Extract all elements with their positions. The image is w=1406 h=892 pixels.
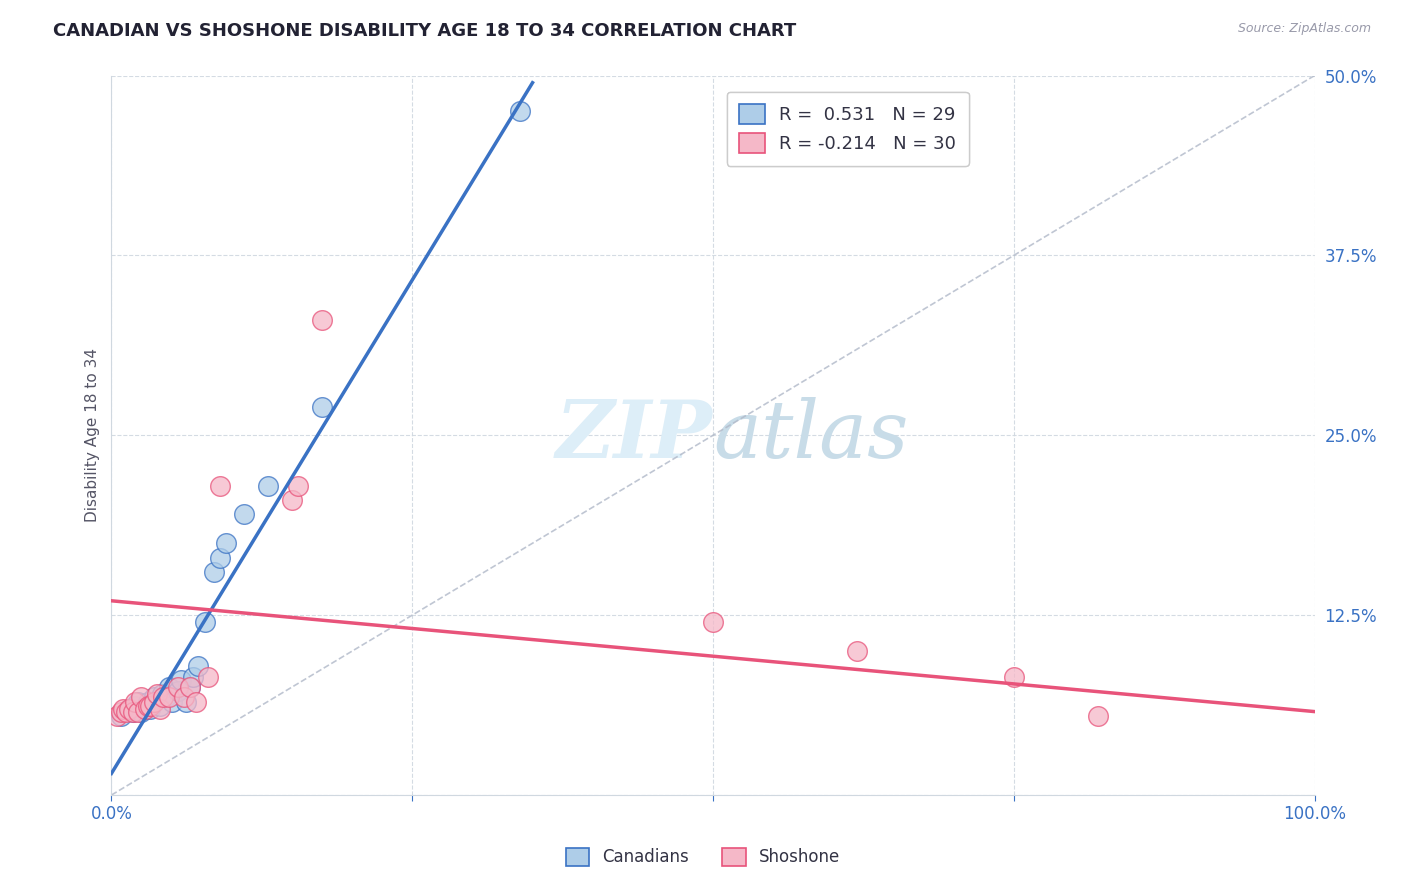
Point — [124, 698, 146, 713]
Point — [131, 705, 153, 719]
Point — [181, 670, 204, 684]
Point — [157, 680, 180, 694]
Point — [139, 698, 162, 713]
Point — [146, 687, 169, 701]
Point — [150, 687, 173, 701]
Point — [174, 694, 197, 708]
Point — [509, 104, 531, 119]
Point — [256, 478, 278, 492]
Point — [215, 536, 238, 550]
Point — [118, 702, 141, 716]
Point — [118, 702, 141, 716]
Point — [208, 550, 231, 565]
Point — [148, 702, 170, 716]
Point — [112, 702, 135, 716]
Legend: R =  0.531   N = 29, R = -0.214   N = 30: R = 0.531 N = 29, R = -0.214 N = 30 — [727, 92, 969, 166]
Point — [311, 313, 333, 327]
Point — [110, 709, 132, 723]
Point — [136, 694, 159, 708]
Point — [136, 698, 159, 713]
Point — [166, 680, 188, 694]
Point — [127, 705, 149, 719]
Point — [124, 694, 146, 708]
Point — [208, 478, 231, 492]
Point — [110, 705, 132, 719]
Point — [173, 690, 195, 705]
Legend: Canadians, Shoshone: Canadians, Shoshone — [557, 839, 849, 875]
Point — [846, 644, 869, 658]
Point — [155, 690, 177, 705]
Point — [232, 508, 254, 522]
Point — [1087, 709, 1109, 723]
Point — [287, 478, 309, 492]
Point — [131, 690, 153, 705]
Point — [702, 615, 724, 630]
Point — [179, 680, 201, 694]
Point — [134, 702, 156, 716]
Text: atlas: atlas — [713, 397, 908, 474]
Point — [142, 690, 165, 705]
Point — [152, 690, 174, 705]
Text: CANADIAN VS SHOSHONE DISABILITY AGE 18 TO 34 CORRELATION CHART: CANADIAN VS SHOSHONE DISABILITY AGE 18 T… — [53, 22, 797, 40]
Text: ZIP: ZIP — [557, 397, 713, 474]
Point — [170, 673, 193, 687]
Point — [122, 705, 145, 719]
Y-axis label: Disability Age 18 to 34: Disability Age 18 to 34 — [86, 348, 100, 523]
Point — [179, 680, 201, 694]
Point — [157, 690, 180, 705]
Point — [160, 694, 183, 708]
Point — [166, 684, 188, 698]
Point — [139, 702, 162, 716]
Point — [1002, 670, 1025, 684]
Point — [134, 702, 156, 716]
Point — [142, 694, 165, 708]
Point — [122, 705, 145, 719]
Point — [202, 565, 225, 579]
Point — [194, 615, 217, 630]
Text: Source: ZipAtlas.com: Source: ZipAtlas.com — [1237, 22, 1371, 36]
Point — [187, 658, 209, 673]
Point — [197, 670, 219, 684]
Point — [281, 493, 304, 508]
Point — [115, 705, 138, 719]
Point — [184, 694, 207, 708]
Point — [311, 400, 333, 414]
Point — [148, 698, 170, 713]
Point — [107, 709, 129, 723]
Point — [127, 694, 149, 708]
